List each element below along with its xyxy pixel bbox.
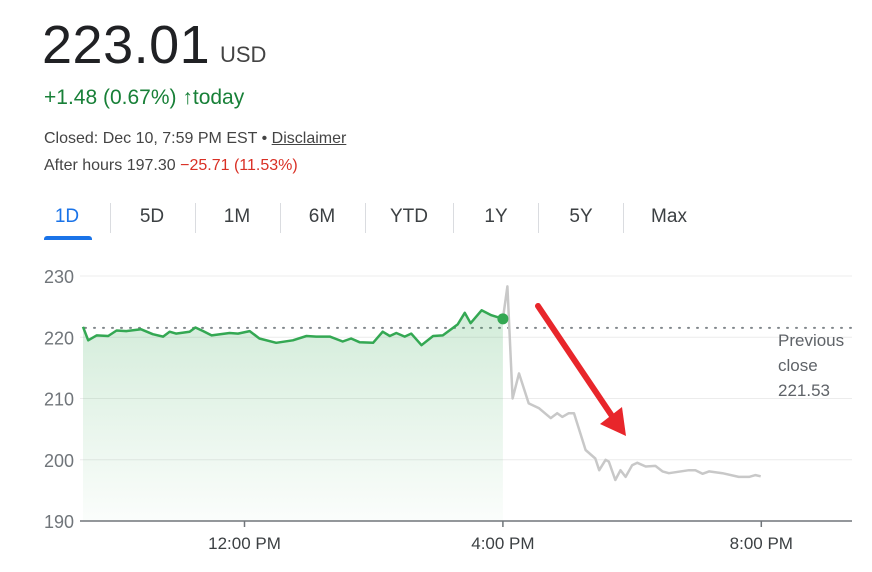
tab-1m[interactable]: 1M [223,206,251,227]
x-tick-label: 8:00 PM [730,534,793,553]
tab-max[interactable]: Max [651,206,687,227]
regular-session-line [81,309,504,347]
disclaimer-link[interactable]: Disclaimer [271,130,347,147]
after-hours-price: 197.30 [126,157,176,174]
change-value: +1.48 (0.67%) [44,86,177,109]
tab-5d[interactable]: 5D [139,206,165,227]
tab-1y[interactable]: 1Y [484,206,508,227]
tab-divider [195,203,196,233]
active-tab-indicator [44,236,92,240]
y-tick-label: 230 [44,267,74,287]
market-status: Closed: Dec 10, 7:59 PM EST • Disclaimer [44,130,346,148]
current-price: 223.01 [42,15,211,75]
after-hours-label: After hours [44,157,123,174]
last-price-dot [497,313,509,325]
tab-ytd[interactable]: YTD [390,206,428,227]
y-tick-label: 200 [44,451,74,471]
x-tick-label: 12:00 PM [208,534,281,553]
price-change: +1.48 (0.67%) ↑today [44,86,244,110]
after-hours-change: −25.71 (11.53%) [180,157,298,174]
tab-1d[interactable]: 1D [54,206,80,227]
after-hours-line [501,285,761,482]
separator-dot: • [261,130,268,147]
previous-close-value: 221.53 [778,381,830,400]
x-tick-label: 4:00 PM [471,534,534,553]
previous-close-label: Previous [778,331,844,350]
tab-divider [453,203,454,233]
closed-text: Closed: Dec 10, 7:59 PM EST [44,130,258,147]
area-fill [83,310,503,521]
annotation-arrow-shaft [535,303,615,419]
tab-divider [280,203,281,233]
tab-5y[interactable]: 5Y [569,206,593,227]
tab-divider [110,203,111,233]
y-tick-label: 190 [44,512,74,532]
tab-6m[interactable]: 6M [308,206,336,227]
tab-divider [538,203,539,233]
previous-close-label: close [778,356,818,375]
arrow-up-icon: ↑ [182,86,193,109]
y-tick-label: 220 [44,328,74,348]
annotation-arrow-head [600,407,626,436]
currency-label: USD [220,42,267,67]
tab-divider [365,203,366,233]
y-tick-label: 210 [44,390,74,410]
tab-divider [623,203,624,233]
after-hours: After hours 197.30 −25.71 (11.53%) [44,157,298,175]
change-period: today [192,86,245,109]
